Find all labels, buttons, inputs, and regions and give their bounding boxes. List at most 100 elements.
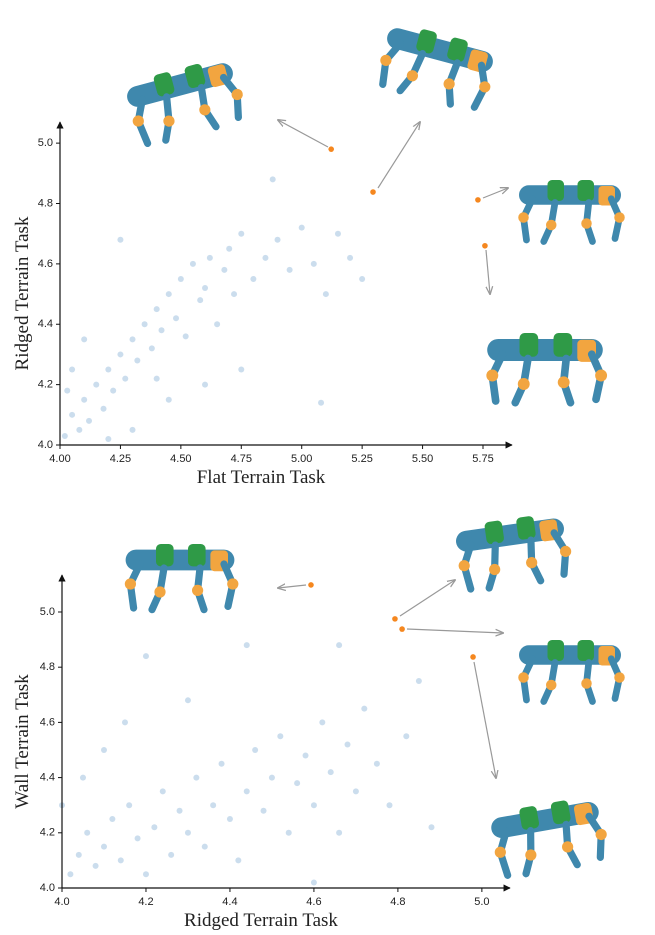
data-point [184, 697, 191, 704]
data-point [235, 857, 242, 864]
data-point [81, 396, 88, 403]
data-point [69, 411, 76, 418]
data-point [69, 366, 76, 373]
robot-image [488, 794, 611, 878]
data-point [238, 230, 245, 237]
arrow [482, 188, 508, 199]
pointer-arrows [278, 120, 508, 778]
data-point [151, 824, 158, 831]
robot-image [123, 54, 250, 147]
robot-image [125, 544, 239, 610]
data-point [262, 254, 269, 261]
x-tick-label: 5.0 [474, 896, 489, 908]
x-tick-label: 5.25 [351, 453, 372, 465]
data-point [322, 291, 329, 298]
data-point [310, 802, 317, 809]
data-point [184, 829, 191, 836]
data-point [105, 435, 112, 442]
data-point [202, 285, 209, 292]
x-tick-label: 4.4 [222, 896, 237, 908]
x-axis-title: Ridged Terrain Task [184, 910, 338, 931]
y-tick-label: 4.8 [38, 197, 53, 209]
y-tick-label: 4.4 [40, 772, 55, 784]
arrow [278, 120, 329, 148]
arrow [473, 661, 496, 778]
data-point [352, 788, 359, 795]
data-point [193, 774, 200, 781]
data-point [243, 788, 250, 795]
data-point [202, 381, 209, 388]
data-point [373, 760, 380, 767]
data-point [415, 677, 422, 684]
data-point [110, 387, 117, 394]
x-tick-label: 4.2 [138, 896, 153, 908]
x-tick-label: 4.00 [49, 453, 70, 465]
data-point [126, 802, 133, 809]
y-tick-label: 4.6 [38, 258, 53, 270]
y-tick-label: 4.0 [40, 882, 55, 894]
data-point [122, 375, 129, 382]
arrow [406, 628, 503, 633]
data-point [75, 851, 82, 858]
data-point [61, 432, 68, 439]
highlight-point [370, 189, 376, 195]
highlight-point [475, 197, 481, 203]
data-point [197, 297, 204, 304]
data-point [269, 176, 276, 183]
data-point [274, 236, 281, 243]
data-point [109, 815, 116, 822]
robot-image [518, 640, 625, 702]
data-point [221, 266, 228, 273]
data-point [117, 857, 124, 864]
data-point [189, 260, 196, 267]
y-tick-label: 4.2 [40, 827, 55, 839]
x-tick-label: 4.25 [110, 453, 131, 465]
data-point [334, 230, 341, 237]
data-point [92, 862, 99, 869]
highlight-point [308, 582, 314, 588]
data-point [361, 705, 368, 712]
data-point [298, 224, 305, 231]
data-point [117, 236, 124, 243]
robot-image [374, 20, 501, 113]
highlight-point [470, 654, 476, 660]
data-point [100, 746, 107, 753]
data-point [100, 405, 107, 412]
data-point [81, 336, 88, 343]
data-point [105, 366, 112, 373]
data-point [121, 719, 128, 726]
data-point [252, 746, 259, 753]
data-point [173, 315, 180, 322]
data-point [168, 851, 175, 858]
x-axis-title: Flat Terrain Task [197, 467, 326, 488]
data-point [214, 321, 221, 328]
data-point [158, 327, 165, 334]
data-point [285, 829, 292, 836]
highlight-point [328, 146, 335, 152]
data-point [142, 653, 149, 660]
data-point [302, 752, 309, 759]
data-point [238, 366, 245, 373]
data-point [129, 336, 136, 343]
robot-image [518, 180, 625, 242]
data-point [243, 642, 250, 649]
data-point [93, 381, 100, 388]
x-tick-label: 4.75 [231, 453, 252, 465]
data-point [310, 879, 317, 886]
data-point [250, 275, 257, 282]
x-tick-label: 5.75 [472, 453, 493, 465]
y-axis-title: Wall Terrain Task [12, 674, 33, 809]
data-point [344, 741, 351, 748]
y-axis-title: Ridged Terrain Task [12, 216, 33, 370]
data-point [67, 871, 74, 878]
data-point [148, 345, 155, 352]
y-tick-label: 4.8 [40, 661, 55, 673]
robot-image [486, 333, 607, 403]
data-point [260, 807, 267, 814]
data-point [165, 291, 172, 298]
highlight-point [482, 242, 488, 249]
data-point [286, 266, 293, 273]
data-point [336, 642, 343, 649]
